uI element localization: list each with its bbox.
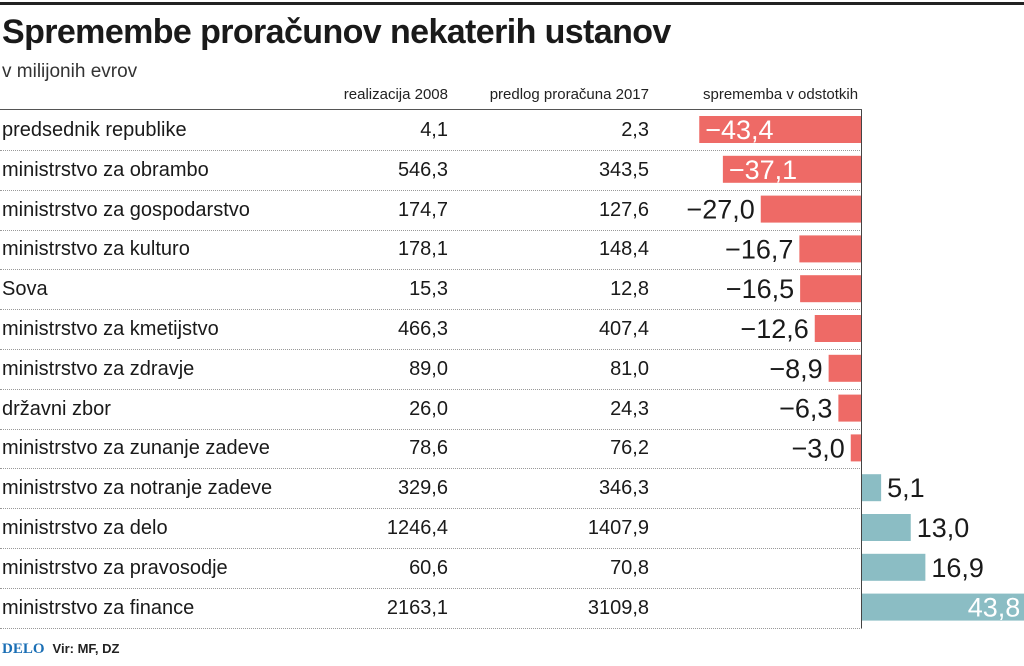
value-2017: 346,3 [598,477,649,500]
value-2017: 2,3 [621,119,649,141]
bar-positive [862,474,882,502]
table-row: ministrstvo za zdravje 89,0 81,0 [0,349,862,390]
bar-negative [760,195,862,223]
header-rule [0,109,862,110]
bar-value-label: −12,6 [740,314,808,344]
column-header-2008: realizacija 2008 [343,86,448,103]
zero-axis-line [861,110,862,628]
value-2017: 343,5 [598,158,649,181]
bar-positive [862,514,911,541]
value-2008: 2163,1 [386,596,448,619]
table-row: ministrstvo za delo 1246,4 1407,9 [0,508,862,549]
table-row: državni zbor 26,0 24,3 [0,389,862,430]
value-2008: 174,7 [397,198,448,221]
bar-negative [699,116,862,143]
chart-subtitle: v milijonih evrov [2,61,138,82]
bar-negative [828,354,862,382]
bar-positive [862,553,926,581]
bar-value-label: −3,0 [791,433,844,463]
value-2008: 466,3 [397,318,448,340]
table-row: predsednik republike 4,1 2,3 [0,110,862,151]
value-2008: 89,0 [409,357,448,380]
institution-name: ministrstvo za delo [2,517,168,539]
bar-negative [838,394,862,422]
table-row: ministrstvo za pravosodje 60,6 70,8 [0,548,862,589]
institution-name: ministrstvo za pravosodje [2,556,228,579]
bar-value-label: −6,3 [779,394,832,424]
value-2017: 76,2 [610,437,649,460]
institution-name: ministrstvo za finance [2,596,195,619]
table-row: Sova 15,3 12,8 [0,269,862,311]
column-header-change: sprememba v odstotkih [703,86,859,103]
bar-negative [814,315,862,342]
institution-name: ministrstvo za zunanje zadeve [2,437,270,460]
value-2017: 407,4 [598,318,649,340]
value-2008: 60,6 [409,556,448,579]
table-row: ministrstvo za kmetijstvo 466,3 407,4 [0,309,862,350]
bar-value-label: −8,9 [769,354,822,384]
value-2008: 78,6 [409,437,448,460]
value-2008: 4,1 [420,119,448,141]
value-2008: 26,0 [409,397,448,420]
bar-negative [722,155,862,183]
value-2017: 1407,9 [587,517,649,539]
table-row: ministrstvo za gospodarstvo 174,7 127,6 [0,190,862,231]
value-2008: 329,6 [397,477,448,500]
bar-value-label: 43,8 [968,593,1021,623]
column-header-2017: predlog proračuna 2017 [489,86,649,103]
source-note: Vir: MF, DZ [52,641,120,656]
institution-name: predsednik republike [2,119,187,141]
bar-positive [862,593,1024,621]
bar-negative [850,434,862,462]
institution-name: ministrstvo za zdravje [2,357,195,380]
institution-name: ministrstvo za notranje zadeve [2,477,273,500]
table-row: ministrstvo za obrambo 546,3 343,5 [0,150,862,191]
value-2017: 127,6 [598,198,649,221]
value-2017: 3109,8 [587,596,649,619]
value-2008: 178,1 [397,238,448,261]
bar-value-label: −16,5 [726,274,794,304]
bar-negative [799,235,862,263]
value-2017: 81,0 [610,357,649,380]
value-2017: 70,8 [610,556,649,579]
value-2017: 148,4 [598,238,649,261]
value-2008: 1246,4 [386,517,448,539]
footer: DELO Vir: MF, DZ [2,641,119,658]
value-2008: 15,3 [409,278,448,301]
bar-negative [800,275,862,303]
bar-value-label: 13,0 [917,513,970,543]
institution-name: ministrstvo za kulturo [2,238,190,261]
value-2017: 12,8 [610,278,649,301]
value-2017: 24,3 [610,397,649,420]
delo-logo: DELO [2,641,45,657]
top-rule [0,2,1024,5]
value-2008: 546,3 [397,158,448,181]
table-row: ministrstvo za notranje zadeve 329,6 346,3 [0,468,862,510]
table-row: ministrstvo za finance 2163,1 3109,8 [0,588,862,629]
bar-value-label: −37,1 [729,155,797,185]
bar-value-label: −27,0 [686,195,754,225]
institution-name: ministrstvo za obrambo [2,158,209,181]
institution-name: državni zbor [2,397,111,420]
bar-value-label: −43,4 [705,115,773,145]
institution-name: ministrstvo za gospodarstvo [2,198,250,221]
bar-value-label: 16,9 [931,553,984,583]
table-row: ministrstvo za zunanje zadeve 78,6 76,2 [0,428,862,470]
bar-value-label: −16,7 [725,234,793,264]
table-row: ministrstvo za kulturo 178,1 148,4 [0,229,862,271]
institution-name: ministrstvo za kmetijstvo [2,318,219,340]
bar-value-label: 5,1 [887,473,925,503]
chart-title: Spremembe proračunov nekaterih ustanov [2,13,671,51]
institution-name: Sova [2,278,48,301]
